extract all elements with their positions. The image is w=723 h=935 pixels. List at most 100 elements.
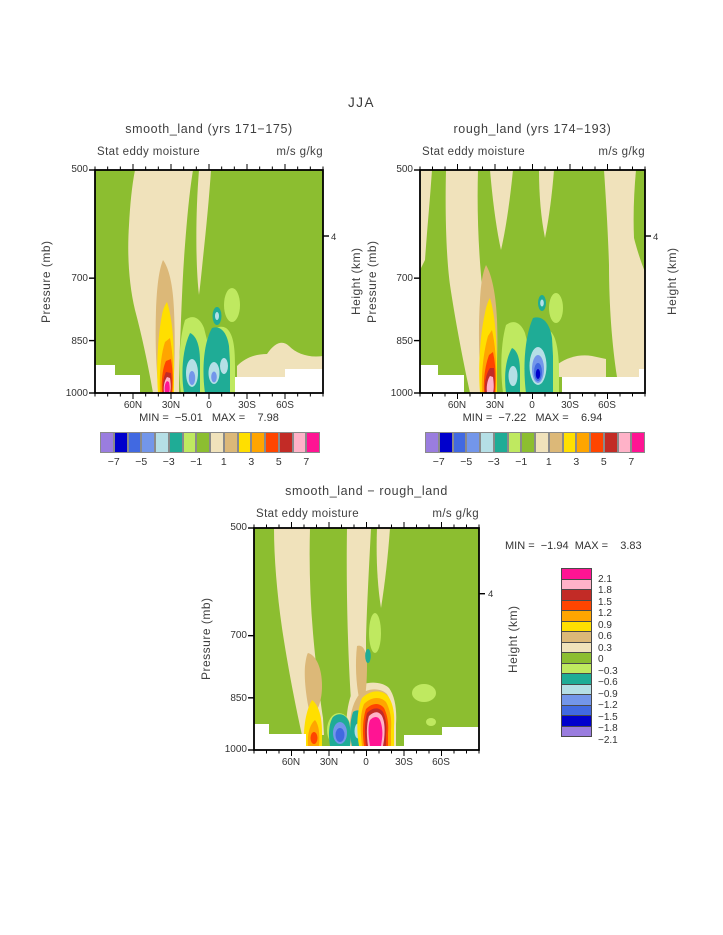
- subtitle-variable-diff: Stat eddy moisture: [256, 508, 360, 520]
- colorbar-cell: [466, 432, 480, 453]
- contour-field: [420, 170, 645, 393]
- colorbar-cell: [561, 725, 592, 737]
- colorbar-cell: [223, 432, 238, 453]
- colorbar-cell: [182, 432, 197, 453]
- colorbar-tick-label: −5: [460, 456, 473, 468]
- colorbar-tick-label: −3: [162, 456, 175, 468]
- x-tick-label: 0: [206, 400, 212, 411]
- axis-ticks: [89, 164, 329, 399]
- plot-title-diff: smooth_land − rough_land: [285, 484, 448, 498]
- x-tick-label: 0: [529, 400, 535, 411]
- colorbar-tick-label: 0.9: [598, 619, 612, 631]
- colorbar-cell: [113, 432, 128, 453]
- x-tick-label: 30S: [238, 400, 256, 411]
- axis-ticks: [248, 522, 485, 756]
- x-tick-label: 0: [363, 757, 369, 768]
- contour-field: [254, 528, 479, 750]
- colorbar-cell: [438, 432, 453, 453]
- colorbar-cell: [168, 432, 183, 453]
- colorbar-tick-label: 3: [573, 456, 580, 468]
- colorbar-labels-rough: −7 −5 −3 −1 1 3 5 7: [425, 456, 645, 469]
- colorbar-labels-smooth: −7 −5 −3 −1 1 3 5 7: [100, 456, 320, 469]
- y-tick-label: 1000: [224, 744, 247, 755]
- colorbar-tick-label: 0: [598, 654, 604, 665]
- colorbar-cell: [493, 432, 508, 453]
- subtitle-variable-rough: Stat eddy moisture: [422, 146, 526, 158]
- colorbar-cell: [603, 432, 618, 453]
- x-tick-label: 30S: [561, 400, 579, 411]
- plot-title-rough: rough_land (yrs 174−193): [453, 122, 612, 136]
- y-axis-label-rough: Pressure (mb): [365, 240, 379, 323]
- subtitle-variable-smooth: Stat eddy moisture: [97, 146, 201, 158]
- y-tick-label: 700: [396, 273, 413, 284]
- colorbar-smooth: [100, 432, 320, 453]
- y-axis-label-smooth: Pressure (mb): [39, 240, 53, 323]
- subtitle-units-diff: m/s g/kg: [432, 508, 479, 520]
- x-tick-label: 60S: [276, 400, 294, 411]
- colorbar-tick-label: 1: [220, 456, 227, 468]
- colorbar-tick-label: 1.2: [598, 608, 612, 619]
- height-axis-label-rough: Height (km): [665, 247, 679, 316]
- x-tick-label: 30N: [485, 400, 505, 411]
- contour-plot-diff: [248, 522, 485, 756]
- x-tick-label: 60N: [447, 400, 467, 411]
- x-tick-label: 60S: [432, 757, 450, 768]
- colorbar-tick-label: 7: [628, 456, 635, 468]
- contour-field: [95, 170, 323, 393]
- y-tick-label: 500: [71, 164, 88, 175]
- colorbar-cell: [237, 432, 252, 453]
- colorbar-cell: [617, 432, 632, 453]
- colorbar-tick-label: −0.3: [598, 665, 618, 677]
- colorbar-tick-label: 0.6: [598, 631, 612, 642]
- height-tick-label: 4: [331, 232, 337, 243]
- x-tick-label: 30S: [395, 757, 413, 768]
- x-tick-label: 60N: [123, 400, 143, 411]
- y-tick-label: 1000: [390, 388, 413, 399]
- colorbar-tick-label: −1.8: [598, 723, 618, 734]
- colorbar-tick-label: −3: [487, 456, 500, 468]
- colorbar-tick-label: 2.1: [598, 573, 612, 585]
- colorbar-tick-label: 7: [303, 456, 310, 468]
- x-tick-label: 30N: [161, 400, 181, 411]
- colorbar-tick-label: 1: [545, 456, 552, 468]
- colorbar-tick-label: 3: [248, 456, 255, 468]
- colorbar-cell: [452, 432, 467, 453]
- colorbar-tick-label: 5: [600, 456, 607, 468]
- stats-line-diff: MIN = −1.94 MAX = 3.83: [505, 540, 642, 552]
- y-axis-label-diff: Pressure (mb): [199, 597, 213, 681]
- colorbar-cell: [535, 432, 549, 453]
- contour-plot-smooth: [89, 164, 329, 399]
- colorbar-cell: [127, 432, 142, 453]
- plot-title-smooth: smooth_land (yrs 171−175): [125, 122, 293, 136]
- height-tick-label: 4: [653, 232, 659, 243]
- colorbar-tick-label: −1: [515, 456, 528, 468]
- colorbar-tick-label: 1.5: [598, 596, 612, 608]
- height-axis-label-diff: Height (km): [506, 605, 520, 673]
- colorbar-diff: [561, 568, 592, 737]
- subtitle-units-rough: m/s g/kg: [598, 146, 645, 158]
- y-tick-label: 1000: [65, 388, 88, 399]
- y-tick-label: 850: [71, 336, 88, 347]
- x-tick-label: 30N: [319, 757, 339, 768]
- colorbar-tick-label: −2.1: [598, 734, 618, 746]
- colorbar-cell: [251, 432, 265, 453]
- colorbar-tick-label: −1: [190, 456, 203, 468]
- colorbar-cell: [306, 432, 320, 453]
- colorbar-cell: [278, 432, 293, 453]
- colorbar-cell: [155, 432, 169, 453]
- colorbar-cell: [100, 432, 114, 453]
- x-tick-label: 60N: [281, 757, 301, 768]
- colorbar-cell: [576, 432, 590, 453]
- y-tick-label: 700: [71, 273, 88, 284]
- colorbar-tick-label: 0.3: [598, 642, 612, 654]
- colorbar-tick-label: −1.2: [598, 700, 618, 711]
- y-tick-label: 700: [230, 630, 247, 641]
- height-axis-label-smooth: Height (km): [349, 247, 363, 316]
- stats-line-rough: MIN = −7.22 MAX = 6.94: [462, 412, 603, 424]
- colorbar-labels-diff: 2.1 1.8 1.5 1.2 0.9 0.6 0.3 0 −0.3 −0.6 −0.9 −1.2 −1…: [598, 568, 628, 752]
- colorbar-tick-label: −1.5: [598, 711, 618, 723]
- y-tick-label: 500: [230, 522, 247, 533]
- axis-ticks: [414, 164, 651, 399]
- colorbar-cell: [265, 432, 279, 453]
